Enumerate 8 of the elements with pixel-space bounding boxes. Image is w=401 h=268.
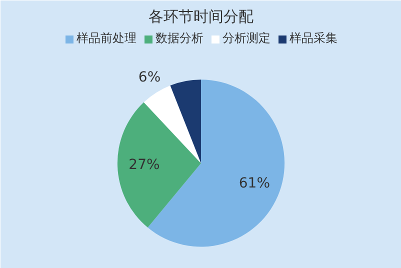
data-label: 61% [238,176,270,192]
legend-label: 数据分析 [156,30,204,47]
legend-label: 样品采集 [290,30,338,47]
data-label: 27% [128,157,160,174]
legend-label: 分析测定 [222,30,270,47]
chart-title: 各环节时间分配 [148,8,254,26]
legend-label: 样品前处理 [76,30,136,47]
data-label: 6% [138,69,161,86]
